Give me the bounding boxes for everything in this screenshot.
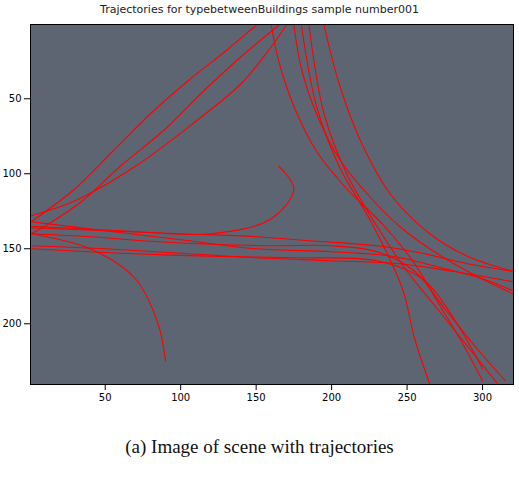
svg-text:200: 200 bbox=[322, 392, 341, 403]
svg-text:150: 150 bbox=[247, 392, 266, 403]
svg-text:100: 100 bbox=[171, 392, 190, 403]
svg-text:200: 200 bbox=[2, 318, 21, 329]
svg-text:50: 50 bbox=[9, 93, 22, 104]
svg-text:250: 250 bbox=[398, 392, 417, 403]
svg-text:50: 50 bbox=[99, 392, 112, 403]
svg-text:100: 100 bbox=[2, 168, 21, 179]
html-text:(a) Image of scene with trajec: (a) Image of scene with trajectories bbox=[125, 436, 394, 457]
svg-text:300: 300 bbox=[473, 392, 492, 403]
svg-text:150: 150 bbox=[2, 243, 21, 254]
html-text:Trajectories for typebetweenBu: Trajectories for typebetweenBuildings sa… bbox=[100, 3, 419, 16]
